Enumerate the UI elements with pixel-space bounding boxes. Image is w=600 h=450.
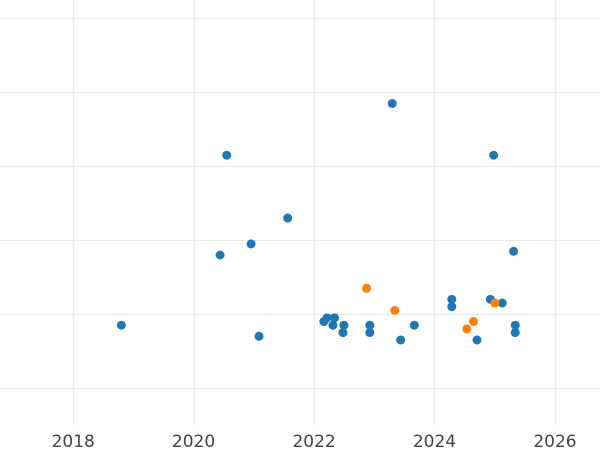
x-tick-label: 2018 [52, 432, 95, 450]
data-point [396, 335, 406, 345]
data-point [283, 213, 293, 223]
data-point [489, 150, 499, 160]
data-point [462, 324, 472, 334]
grid [0, 0, 600, 425]
data-point [447, 294, 457, 304]
x-tick-label: 2026 [533, 432, 576, 450]
data-point [497, 298, 507, 308]
data-point [338, 328, 348, 338]
data-point [328, 320, 338, 330]
data-point [215, 250, 225, 260]
data-point [510, 328, 520, 338]
data-point [447, 302, 457, 312]
data-point [116, 320, 126, 330]
data-point [509, 246, 519, 256]
data-point [339, 320, 349, 330]
data-point [390, 305, 400, 315]
data-point [469, 317, 479, 327]
data-point [365, 328, 375, 338]
data-point [510, 320, 520, 330]
data-point [254, 331, 264, 341]
data-point [387, 98, 397, 108]
data-point [409, 320, 419, 330]
data-point [322, 313, 332, 323]
data-points [116, 98, 520, 345]
x-tick-label: 2022 [292, 432, 335, 450]
x-tick-label: 2024 [413, 432, 456, 450]
data-point [362, 283, 372, 293]
data-point [490, 298, 500, 308]
x-axis-ticks: 2018 2020 2022 2024 2026 [52, 432, 577, 450]
data-point [365, 320, 375, 330]
data-point [222, 150, 232, 160]
data-point [330, 313, 340, 323]
data-point [246, 239, 256, 249]
data-point [472, 335, 482, 345]
x-tick-label: 2020 [172, 432, 215, 450]
